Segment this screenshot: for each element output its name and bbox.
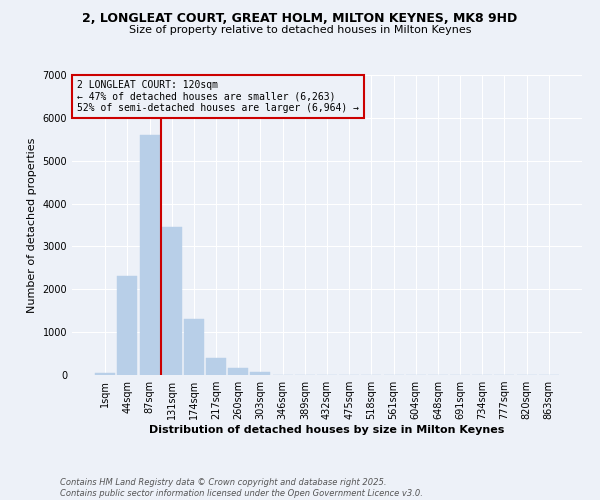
Text: 2 LONGLEAT COURT: 120sqm
← 47% of detached houses are smaller (6,263)
52% of sem: 2 LONGLEAT COURT: 120sqm ← 47% of detach…	[77, 80, 359, 112]
Bar	[95, 373, 115, 375]
Bar	[184, 320, 204, 375]
X-axis label: Distribution of detached houses by size in Milton Keynes: Distribution of detached houses by size …	[149, 425, 505, 435]
Bar	[250, 372, 271, 375]
Y-axis label: Number of detached properties: Number of detached properties	[27, 138, 37, 312]
Bar	[206, 358, 226, 375]
Bar	[118, 276, 137, 375]
Text: 2, LONGLEAT COURT, GREAT HOLM, MILTON KEYNES, MK8 9HD: 2, LONGLEAT COURT, GREAT HOLM, MILTON KE…	[82, 12, 518, 26]
Bar	[140, 135, 160, 375]
Bar	[162, 227, 182, 375]
Text: Size of property relative to detached houses in Milton Keynes: Size of property relative to detached ho…	[129, 25, 471, 35]
Text: Contains HM Land Registry data © Crown copyright and database right 2025.
Contai: Contains HM Land Registry data © Crown c…	[60, 478, 423, 498]
Bar	[228, 368, 248, 375]
